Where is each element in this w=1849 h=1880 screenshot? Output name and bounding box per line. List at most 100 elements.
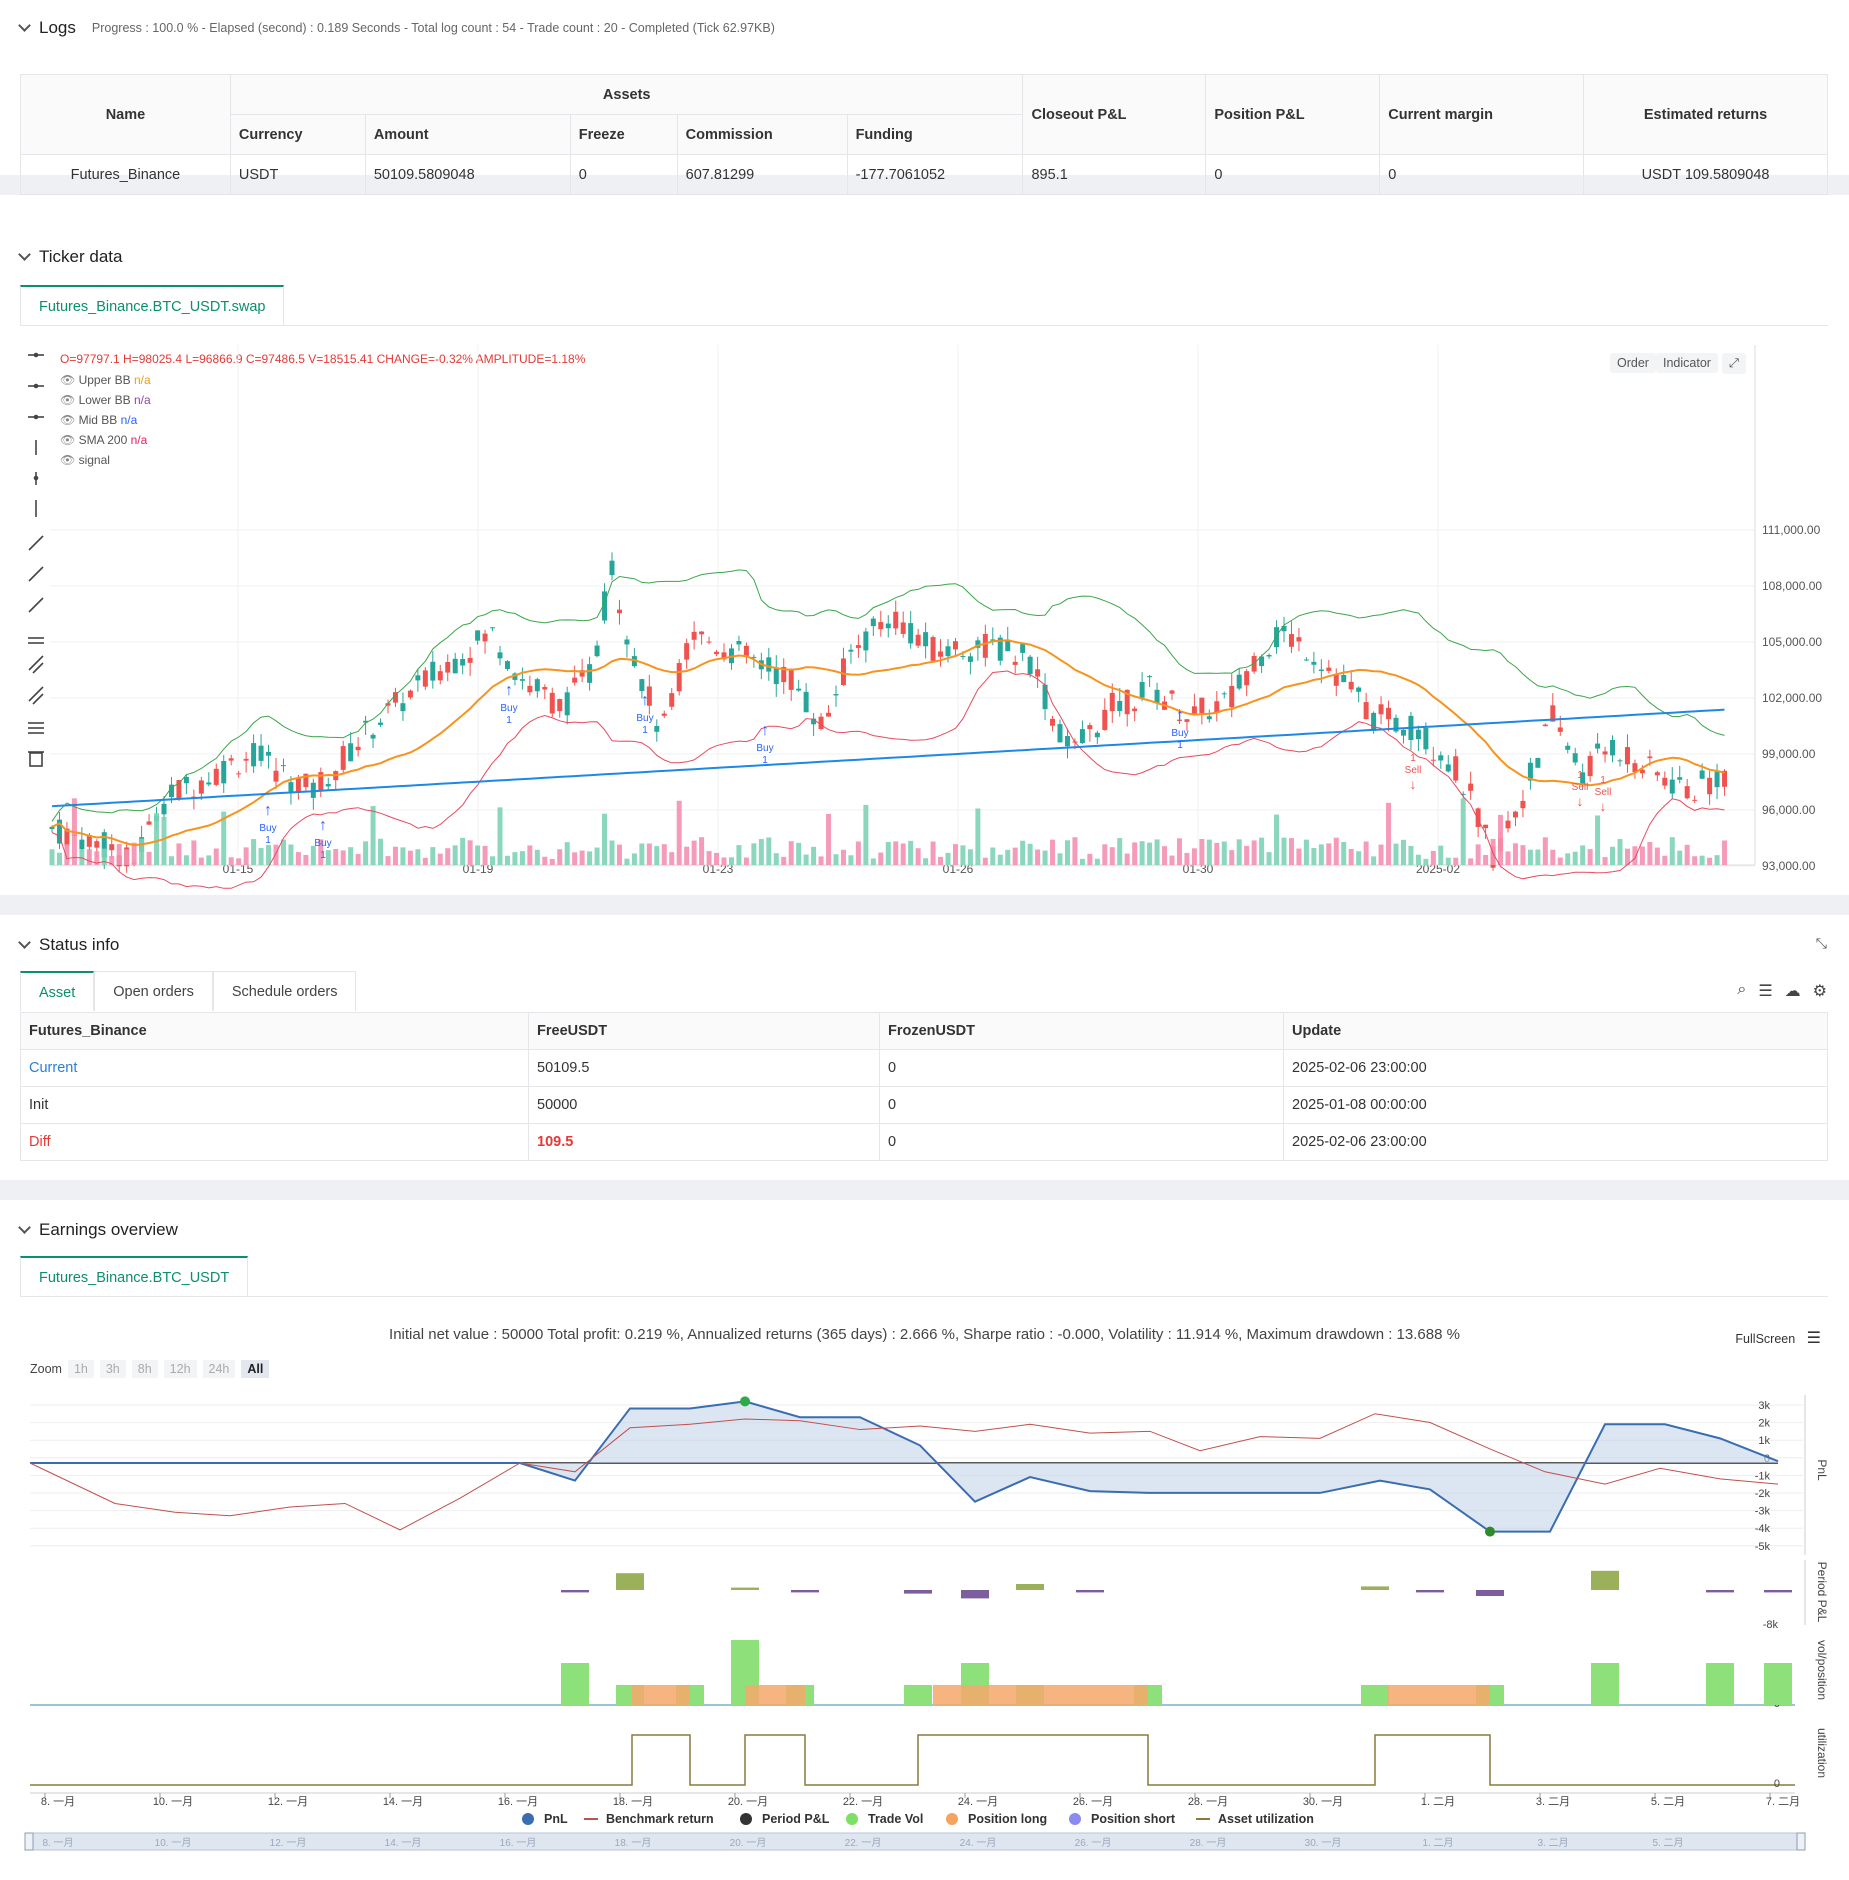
candle-body: [1184, 719, 1190, 722]
drawing-toolbar[interactable]: [24, 345, 48, 775]
zoom-3h[interactable]: 3h: [99, 1360, 126, 1378]
chevron-down-icon[interactable]: [18, 19, 31, 32]
ticker-header[interactable]: Ticker data: [18, 247, 122, 267]
price-tick-label: 105,000.00: [1762, 635, 1822, 649]
volume-bar: [788, 841, 794, 865]
cell-frozen: 0: [879, 1123, 1284, 1161]
navigator-tick-label: 22. 一月: [845, 1837, 882, 1849]
tab-schedule-orders[interactable]: Schedule orders: [212, 971, 357, 1011]
volume-bar: [243, 847, 249, 865]
zoom-24h[interactable]: 24h: [202, 1360, 236, 1378]
candle-body: [818, 716, 824, 730]
zoom-1h[interactable]: 1h: [67, 1360, 94, 1378]
price-tick-label: 108,000.00: [1762, 579, 1822, 593]
order-button[interactable]: Order: [1610, 353, 1656, 373]
volume-bar: [198, 857, 204, 865]
tab-ticker-symbol[interactable]: Futures_Binance.BTC_USDT.swap: [20, 285, 285, 325]
legend-mid-bb[interactable]: 👁 Mid BB n/a: [60, 410, 151, 430]
search-icon[interactable]: ⌕: [1737, 981, 1747, 998]
legend-signal[interactable]: 👁 signal: [60, 450, 151, 470]
indicator-button[interactable]: Indicator: [1656, 353, 1718, 373]
candle-body: [1527, 762, 1533, 781]
zoom-12h[interactable]: 12h: [163, 1360, 197, 1378]
buy-arrow-icon: ↑: [761, 722, 769, 739]
volume-bar: [1311, 848, 1317, 865]
eye-icon[interactable]: 👁: [60, 413, 76, 427]
tab-asset[interactable]: Asset: [20, 971, 95, 1011]
candle-body: [1079, 729, 1085, 744]
tab-earnings-symbol[interactable]: Futures_Binance.BTC_USDT: [20, 1256, 249, 1296]
legend-sma-200[interactable]: 👁 SMA 200 n/a: [60, 430, 151, 450]
candle-body: [303, 773, 309, 788]
zoom-8h[interactable]: 8h: [131, 1360, 158, 1378]
candle-body: [340, 746, 346, 770]
period-pnl-bar: [791, 1590, 819, 1593]
volume-bar: [534, 849, 540, 865]
candle-body: [1139, 681, 1145, 698]
collapse-icon[interactable]: ⤡: [1815, 935, 1827, 951]
legend-label: Trade Vol: [868, 1812, 923, 1826]
col-exchange: Futures_Binance: [20, 1012, 529, 1050]
expand-icon[interactable]: ⤢: [1722, 353, 1747, 374]
volume-bar: [1288, 838, 1294, 865]
col-returns: Estimated returns: [1583, 74, 1828, 155]
zoom-all[interactable]: All: [241, 1360, 270, 1378]
eye-icon[interactable]: 👁: [60, 393, 76, 407]
legend-upper-bb[interactable]: 👁 Upper BB n/a: [60, 370, 151, 390]
candle-body: [1565, 745, 1571, 750]
volume-bar: [1707, 857, 1713, 865]
candle-body: [990, 639, 996, 641]
volume-bar: [154, 813, 160, 865]
logs-header[interactable]: Logs Progress : 100.0 % - Elapsed (secon…: [18, 18, 775, 38]
volume-bar: [378, 838, 384, 865]
volume-bar: [1333, 837, 1339, 865]
candlestick-chart[interactable]: 111,000.00 108,000.00 105,000.00 102,000.00…: [0, 195, 1849, 895]
volume-bar: [1565, 853, 1571, 865]
status-header[interactable]: Status info: [18, 935, 119, 955]
chevron-down-icon[interactable]: [18, 936, 31, 949]
tab-open-orders[interactable]: Open orders: [94, 971, 213, 1011]
list-icon[interactable]: ☰: [1758, 983, 1773, 1000]
buy-label: Buy: [636, 713, 653, 724]
volume-bar: [1617, 839, 1623, 865]
buy-label: Buy: [1171, 728, 1188, 739]
pnl-line: [30, 1400, 1779, 1533]
fullscreen-button[interactable]: FullScreen ☰: [1735, 1328, 1821, 1348]
volume-bar: [146, 851, 152, 865]
earnings-summary: Initial net value : 50000 Total profit: …: [389, 1326, 1460, 1343]
cell-returns: USDT 109.5809048: [1583, 154, 1828, 195]
tab-open-orders-label: Open orders: [113, 984, 194, 1000]
cell-update: 2025-02-06 23:00:00: [1283, 1123, 1828, 1161]
col-assets: Assets: [229, 74, 1024, 115]
candle-body: [1520, 800, 1526, 809]
menu-icon[interactable]: ☰: [1806, 1330, 1821, 1347]
eye-icon[interactable]: 👁: [60, 453, 76, 467]
candle-body: [1363, 702, 1369, 720]
volume-bar: [616, 844, 622, 865]
volume-bar: [79, 849, 85, 865]
volume-bar: [1012, 847, 1018, 865]
eye-icon[interactable]: 👁: [60, 373, 76, 387]
gear-icon[interactable]: ⚙: [1812, 983, 1827, 1000]
upper-bb-line: [51, 569, 1725, 822]
volume-bar: [885, 842, 891, 865]
volume-bar: [1498, 814, 1504, 865]
volume-bar: [1206, 839, 1212, 865]
volume-bar: [1318, 844, 1324, 865]
candle-body: [930, 637, 936, 661]
legend-lower-bb[interactable]: 👁 Lower BB n/a: [60, 390, 151, 410]
buy-arrow-icon: ↑: [505, 682, 513, 699]
volume-bar: [1460, 798, 1466, 865]
volume-bar: [818, 856, 824, 865]
volume-bar: [303, 854, 309, 865]
volume-bar: [781, 856, 787, 865]
util-tick-label: 0: [1774, 1778, 1780, 1790]
eye-icon[interactable]: 👁: [60, 433, 76, 447]
assets-table: Name Assets Closeout P&L Position P&L Cu…: [20, 74, 1828, 195]
cloud-download-icon[interactable]: ☁: [1784, 983, 1801, 1000]
earnings-header[interactable]: Earnings overview: [18, 1220, 178, 1240]
volume-bar: [706, 851, 712, 865]
navigator-tick-label: 18. 一月: [615, 1837, 652, 1849]
period-pnl-bar: [1706, 1590, 1734, 1593]
